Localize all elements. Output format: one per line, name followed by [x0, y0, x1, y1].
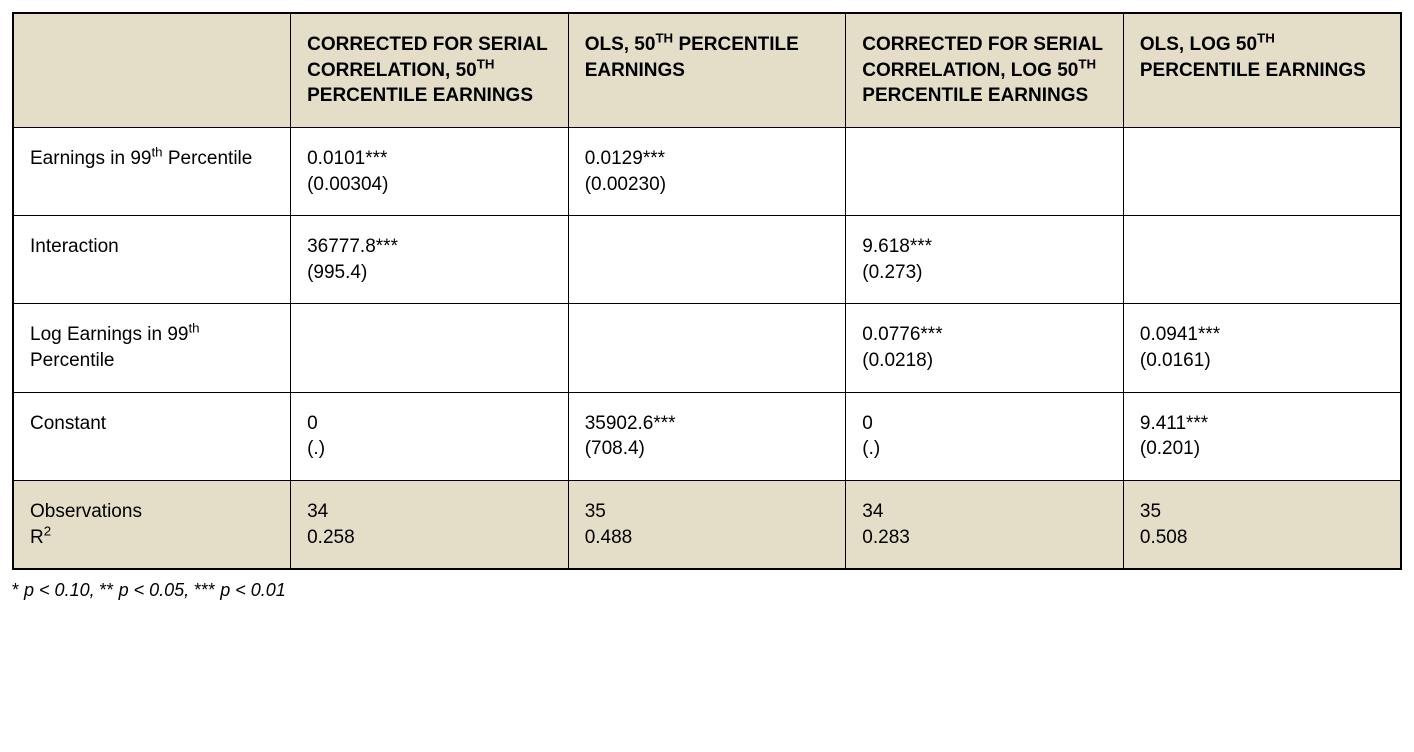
footer-obs-value: 34 — [862, 501, 883, 522]
cell-estimate: 36777.8 — [307, 236, 376, 257]
footer-cell-4: 35 0.508 — [1123, 481, 1401, 570]
row-label: Log Earnings in 99th Percentile — [13, 304, 291, 392]
table-cell — [1123, 216, 1401, 304]
table-cell — [568, 304, 846, 392]
cell-estimate: 0 — [307, 413, 318, 434]
table-cell: 9.618*** (0.273) — [846, 216, 1124, 304]
cell-stars: *** — [376, 236, 398, 257]
col-header-2: OLS, 50TH PERCENTILE EARNINGS — [568, 13, 846, 127]
footnote-text-2: p < 0.05, — [119, 580, 195, 600]
cell-estimate: 9.411 — [1140, 413, 1186, 434]
footnote-star-1: * — [12, 580, 19, 600]
cell-stars: *** — [643, 148, 665, 169]
table-row: Constant0(.)35902.6***(708.4)0(.)9.411**… — [13, 392, 1401, 480]
footer-obs-value: 34 — [307, 501, 328, 522]
cell-stderr: (708.4) — [585, 436, 830, 462]
cell-estimate: 0.0101 — [307, 148, 365, 169]
table-row: Interaction36777.8***(995.4)9.618***(0.2… — [13, 216, 1401, 304]
footer-obs-value: 35 — [585, 501, 606, 522]
table-cell: 0.0101*** (0.00304) — [291, 127, 569, 215]
col-header-blank — [13, 13, 291, 127]
row-label: Constant — [13, 392, 291, 480]
table-header-row: CORRECTED FOR SERIAL CORRELATION, 50TH P… — [13, 13, 1401, 127]
table-body: Earnings in 99th Percentile0.0101***(0.0… — [13, 127, 1401, 480]
footer-r2-label: R2 — [30, 527, 51, 548]
table-cell — [568, 216, 846, 304]
footnote-star-2: ** — [100, 580, 114, 600]
footnote-star-3: *** — [194, 580, 215, 600]
cell-estimate: 0.0776 — [862, 324, 920, 345]
cell-estimate: 0.0129 — [585, 148, 643, 169]
table-cell: 0(.) — [846, 392, 1124, 480]
col-header-4: OLS, LOG 50TH PERCENTILE EARNINGS — [1123, 13, 1401, 127]
table-cell: 0.0129*** (0.00230) — [568, 127, 846, 215]
regression-table: CORRECTED FOR SERIAL CORRELATION, 50TH P… — [12, 12, 1402, 570]
cell-estimate: 35902.6 — [585, 413, 654, 434]
cell-estimate: 0 — [862, 413, 873, 434]
col-header-1: CORRECTED FOR SERIAL CORRELATION, 50TH P… — [291, 13, 569, 127]
footer-r2-value: 0.283 — [862, 527, 910, 548]
cell-stderr: (0.0218) — [862, 348, 1107, 374]
footer-obs-value: 35 — [1140, 501, 1161, 522]
cell-stars: *** — [1186, 413, 1208, 434]
cell-estimate: 0.0941 — [1140, 324, 1198, 345]
row-label: Earnings in 99th Percentile — [13, 127, 291, 215]
footer-label-cell: Observations R2 — [13, 481, 291, 570]
footer-cell-2: 35 0.488 — [568, 481, 846, 570]
table-cell: 0(.) — [291, 392, 569, 480]
table-cell — [1123, 127, 1401, 215]
cell-stderr: (0.00304) — [307, 172, 552, 198]
table-footer-row: Observations R2 340.258 350.488 340.283 … — [13, 481, 1401, 570]
footer-cell-1: 34 0.258 — [291, 481, 569, 570]
table-row: Earnings in 99th Percentile0.0101***(0.0… — [13, 127, 1401, 215]
table-cell — [291, 304, 569, 392]
row-label: Interaction — [13, 216, 291, 304]
cell-stderr: (0.273) — [862, 260, 1107, 286]
cell-stars: *** — [653, 413, 675, 434]
table-cell: 36777.8*** (995.4) — [291, 216, 569, 304]
cell-stars: *** — [1198, 324, 1220, 345]
col-header-3: CORRECTED FOR SERIAL CORRELATION, LOG 50… — [846, 13, 1124, 127]
footnote-text-3: p < 0.01 — [220, 580, 286, 600]
table-cell: 0.0776*** (0.0218) — [846, 304, 1124, 392]
footer-r2-value: 0.508 — [1140, 527, 1188, 548]
cell-stars: *** — [910, 236, 932, 257]
significance-footnote: * p < 0.10, ** p < 0.05, *** p < 0.01 — [12, 580, 1402, 601]
cell-stderr: (0.201) — [1140, 436, 1384, 462]
cell-estimate: 9.618 — [862, 236, 910, 257]
cell-stars: *** — [920, 324, 942, 345]
cell-stderr: (.) — [307, 436, 552, 462]
table-cell — [846, 127, 1124, 215]
cell-stderr: (0.00230) — [585, 172, 830, 198]
footer-cell-3: 34 0.283 — [846, 481, 1124, 570]
footer-obs-label: Observations — [30, 501, 142, 522]
cell-stars: *** — [365, 148, 387, 169]
cell-stderr: (995.4) — [307, 260, 552, 286]
footer-r2-value: 0.488 — [585, 527, 633, 548]
cell-stderr: (0.0161) — [1140, 348, 1384, 374]
footer-r2-value: 0.258 — [307, 527, 355, 548]
table-cell: 9.411***(0.201) — [1123, 392, 1401, 480]
cell-stderr: (.) — [862, 436, 1107, 462]
table-cell: 0.0941*** (0.0161) — [1123, 304, 1401, 392]
table-cell: 35902.6***(708.4) — [568, 392, 846, 480]
table-row: Log Earnings in 99th Percentile0.0776***… — [13, 304, 1401, 392]
footnote-text-1: p < 0.10, — [24, 580, 100, 600]
